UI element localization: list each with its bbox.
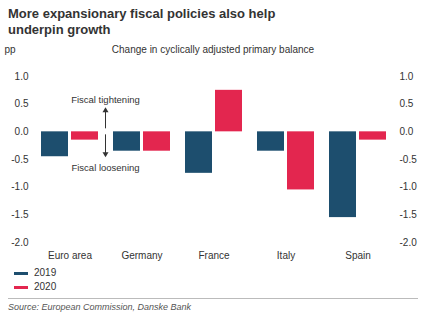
svg-text:-1.0: -1.0 <box>400 181 418 192</box>
svg-text:Spain: Spain <box>345 250 371 261</box>
svg-text:Germany: Germany <box>121 250 162 261</box>
svg-text:Fiscal tightening: Fiscal tightening <box>71 94 140 105</box>
svg-text:pp: pp <box>5 44 17 55</box>
svg-text:Euro area: Euro area <box>48 250 92 261</box>
svg-text:0.5: 0.5 <box>400 98 414 109</box>
svg-text:0.0: 0.0 <box>15 126 29 137</box>
svg-text:1.0: 1.0 <box>400 71 414 82</box>
svg-text:Italy: Italy <box>277 250 295 261</box>
svg-text:1.0: 1.0 <box>15 71 29 82</box>
svg-text:-0.5: -0.5 <box>400 154 418 165</box>
svg-text:-0.5: -0.5 <box>11 154 29 165</box>
svg-text:0.5: 0.5 <box>15 98 29 109</box>
html-text:More expansionary fiscal polic: More expansionary fiscal policies also h… <box>8 6 276 37</box>
svg-text:-2.0: -2.0 <box>400 237 418 248</box>
svg-text:-1.5: -1.5 <box>11 209 29 220</box>
svg-text:-2.0: -2.0 <box>11 237 29 248</box>
svg-text:0.0: 0.0 <box>400 126 414 137</box>
html-text:Source: European Commission, D: Source: European Commission, Danske Bank <box>8 302 192 312</box>
svg-text:Fiscal loosening: Fiscal loosening <box>71 162 139 173</box>
svg-text:-1.5: -1.5 <box>400 209 418 220</box>
svg-text:Change in cyclically adjusted: Change in cyclically adjusted primary ba… <box>112 44 315 55</box>
html-text:2020: 2020 <box>34 281 57 292</box>
svg-text:France: France <box>198 250 230 261</box>
html-text:2019: 2019 <box>34 267 57 278</box>
svg-text:-1.0: -1.0 <box>11 181 29 192</box>
